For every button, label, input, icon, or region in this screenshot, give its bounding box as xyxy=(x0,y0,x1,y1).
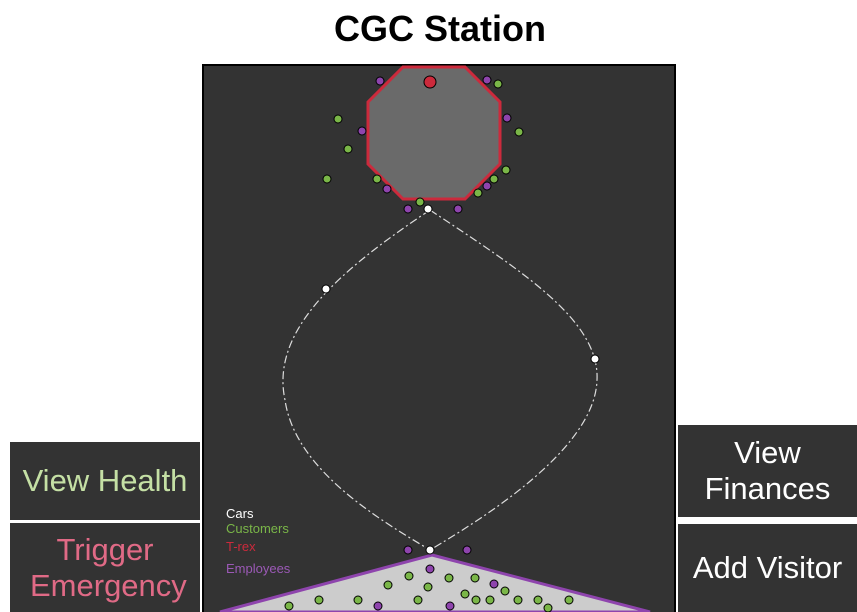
agent xyxy=(405,572,413,580)
agent xyxy=(376,77,384,85)
agent xyxy=(322,285,330,293)
simulation-view: Cars Customers T-rex Employees xyxy=(0,0,857,612)
agent xyxy=(285,602,293,610)
agent xyxy=(404,205,412,213)
app: CGC Station Cars Customers T-rex Employe… xyxy=(0,0,857,612)
agent xyxy=(384,581,392,589)
agent xyxy=(424,76,436,88)
agent xyxy=(502,166,510,174)
agent xyxy=(446,602,454,610)
legend-item: T-rex xyxy=(226,539,256,554)
agent xyxy=(472,596,480,604)
agent xyxy=(483,76,491,84)
agent xyxy=(591,355,599,363)
button-label: Add Visitor xyxy=(693,550,842,586)
agent xyxy=(374,602,382,610)
legend-item: Cars xyxy=(226,506,254,521)
agent xyxy=(445,574,453,582)
agent xyxy=(454,205,462,213)
agent xyxy=(404,546,412,554)
agent xyxy=(354,596,362,604)
agent xyxy=(544,604,552,612)
agent xyxy=(490,175,498,183)
button[interactable]: Trigger Emergency xyxy=(10,523,200,612)
agent xyxy=(503,114,511,122)
legend-item: Customers xyxy=(226,521,289,536)
button-label: View Health xyxy=(23,463,188,499)
agent xyxy=(416,198,424,206)
agent xyxy=(323,175,331,183)
agent xyxy=(514,596,522,604)
legend-item: Employees xyxy=(226,561,291,576)
agent xyxy=(501,587,509,595)
agent xyxy=(344,145,352,153)
agent xyxy=(461,590,469,598)
agent xyxy=(534,596,542,604)
agent xyxy=(358,127,366,135)
agent xyxy=(565,596,573,604)
agent xyxy=(490,580,498,588)
agent xyxy=(483,182,491,190)
agent xyxy=(424,583,432,591)
button-label: View Finances xyxy=(693,435,843,506)
agent xyxy=(515,128,523,136)
agent xyxy=(383,185,391,193)
agent xyxy=(414,596,422,604)
agent xyxy=(471,574,479,582)
agent xyxy=(494,80,502,88)
agent xyxy=(463,546,471,554)
button[interactable]: View Health xyxy=(10,442,200,520)
agent xyxy=(426,546,434,554)
button-label: Trigger Emergency xyxy=(30,532,180,603)
button[interactable]: View Finances xyxy=(678,425,857,517)
agent xyxy=(426,565,434,573)
agent xyxy=(373,175,381,183)
button[interactable]: Add Visitor xyxy=(678,524,857,612)
agent xyxy=(486,596,494,604)
agent xyxy=(474,189,482,197)
agent xyxy=(315,596,323,604)
agent xyxy=(334,115,342,123)
agent xyxy=(424,205,432,213)
